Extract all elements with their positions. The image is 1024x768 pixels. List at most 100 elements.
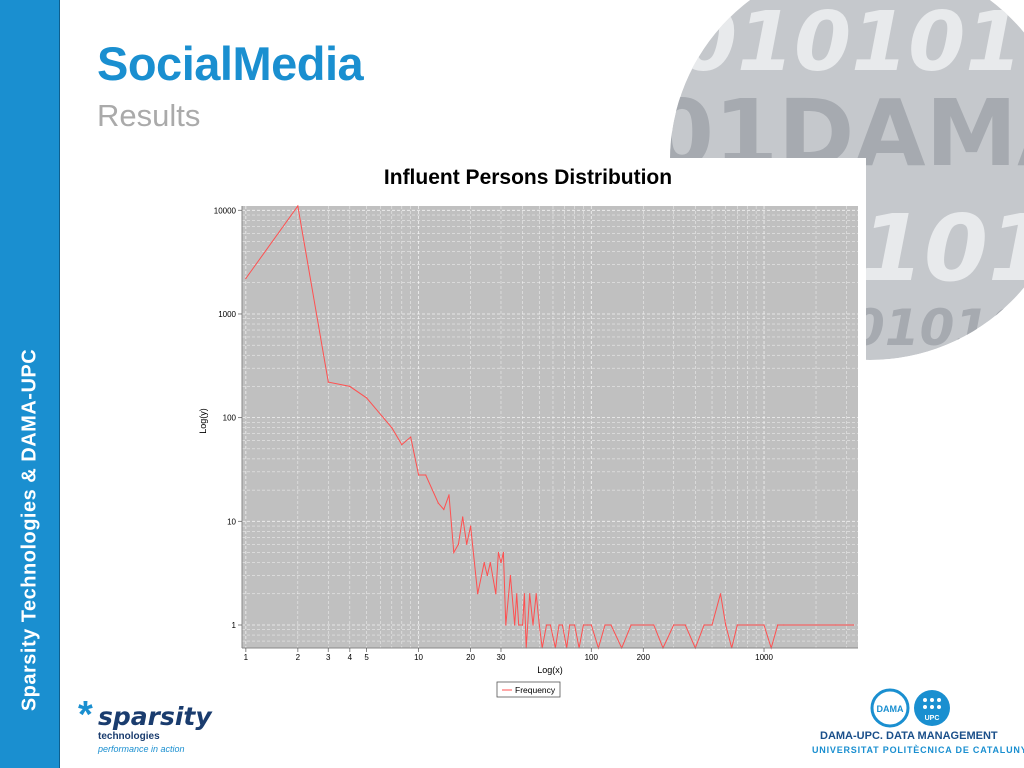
dama-upc-logo: DAMA UPC DAMA-UPC. DATA MANAGEMENT UNIVE… [800,686,1024,766]
x-tick-label: 2 [296,653,301,662]
data-point [521,624,524,626]
dama-upc-badges: DAMA UPC [870,688,950,728]
legend-box [496,681,561,698]
data-point [653,624,655,626]
x-tick-label: 20 [466,653,475,662]
data-point [483,561,485,564]
slide-title: SocialMedia [97,37,364,90]
y-tick-label: 100 [223,414,237,423]
data-point [673,624,675,626]
data-point [502,551,505,554]
sparsity-logo: * sparsity technologies performance in a… [78,694,258,758]
dama-badge-text: DAMA [877,704,904,714]
x-tick-label: 30 [497,653,506,662]
data-point [736,624,738,626]
dama-line2: UNIVERSITAT POLITÈCNICA DE CATALUNYA [812,745,1024,755]
y-tick-label: 1000 [218,310,236,319]
x-ticks: 1 2 3 4 5 10 20 30 100 200 1000 [244,648,773,662]
sparsity-star-icon: * [78,694,93,736]
data-point [495,593,497,595]
data-point [777,624,779,626]
y-axis-label: Log(y) [198,408,208,434]
legend: Frequency [496,681,561,698]
data-point [497,551,500,554]
plot-background [242,206,858,648]
data-point [558,624,560,626]
data-point [529,593,531,595]
x-tick-label: 10 [414,653,423,662]
data-point [437,502,439,504]
data-point [448,494,450,496]
data-point [535,593,537,595]
seal-row-4: 010100 [850,299,1024,357]
x-tick-label: 1 [244,653,249,662]
data-point [466,543,468,545]
x-axis-label: Log(x) [537,665,563,675]
data-point [410,436,412,438]
data-point [545,624,548,626]
data-point [852,624,855,626]
data-point [489,561,491,564]
data-point [462,516,464,518]
data-point [453,551,455,554]
sparsity-tagline: performance in action [98,744,185,754]
data-point [500,561,502,564]
data-point [725,624,727,626]
data-point [417,474,420,476]
data-point [586,624,589,626]
data-point [835,624,837,626]
data-point [523,593,526,595]
data-point [746,624,748,626]
data-point [642,624,644,626]
data-point [815,624,817,626]
data-point [630,624,632,626]
data-point [486,574,488,577]
data-point [297,205,299,207]
data-point [516,593,518,595]
data-point [245,277,247,280]
data-point [425,474,427,476]
data-point [569,624,571,626]
data-point [505,624,507,626]
x-tick-label: 5 [364,653,369,662]
dama-line1: DAMA-UPC. DATA MANAGEMENT [820,730,998,742]
data-point [349,385,351,388]
sidebar: Sparsity Technologies & DAMA-UPC [0,0,60,768]
x-tick-label: 100 [585,653,599,662]
data-point [532,624,534,626]
data-point [514,624,516,626]
data-point [457,543,459,545]
x-tick-label: 200 [637,653,651,662]
data-point [755,624,757,626]
data-point [327,381,329,383]
data-point [719,593,722,595]
sparsity-sub: technologies [98,731,160,742]
sparsity-name: sparsity [98,702,212,731]
upc-badge-text: UPC [925,715,940,722]
data-point [391,427,393,429]
slide-subtitle: Results [97,98,201,133]
data-point [469,525,472,527]
data-point [711,624,713,626]
chart: 1 2 3 4 5 10 20 30 100 200 1000 1 10 100 1000 10000 Lo… [198,204,858,698]
data-point [401,443,403,446]
data-point [573,624,576,626]
data-point [763,624,765,626]
chart-panel: 1 2 3 4 5 10 20 30 100 200 1000 1 10 100 1000 10000 Lo… [190,158,866,703]
data-point [783,624,785,626]
data-point [582,624,584,626]
y-tick-label: 10 [227,517,236,526]
data-point [549,624,552,626]
x-tick-label: 3 [326,653,331,662]
y-tick-label: 10000 [214,206,237,215]
data-point [365,397,368,399]
legend-label: Frequency [515,685,556,695]
x-tick-label: 1000 [755,653,773,662]
data-point [509,574,511,577]
data-point [561,624,563,626]
y-tick-label: 1 [232,621,237,630]
y-ticks: 1 10 100 1000 10000 [214,206,242,630]
dama-badge-icon [870,688,910,728]
data-point [684,624,686,626]
